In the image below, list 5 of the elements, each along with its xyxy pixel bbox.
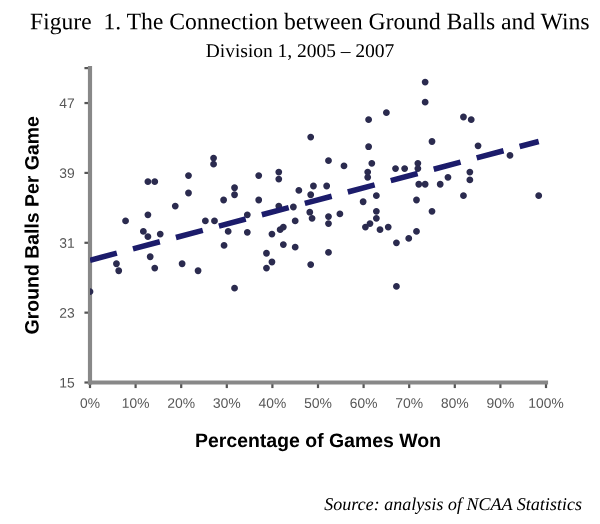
- chart-title: Figure 1. The Connection between Ground Balls and Wins: [30, 12, 589, 35]
- x-axis-title: Percentage of Games Won: [196, 432, 440, 452]
- source-note: Source: analysis of NCAA Statistics: [324, 497, 582, 514]
- y-axis-title: Ground Balls Per Game: [24, 116, 39, 334]
- chart-subtitle: Division 1, 2005 – 2007: [206, 44, 394, 61]
